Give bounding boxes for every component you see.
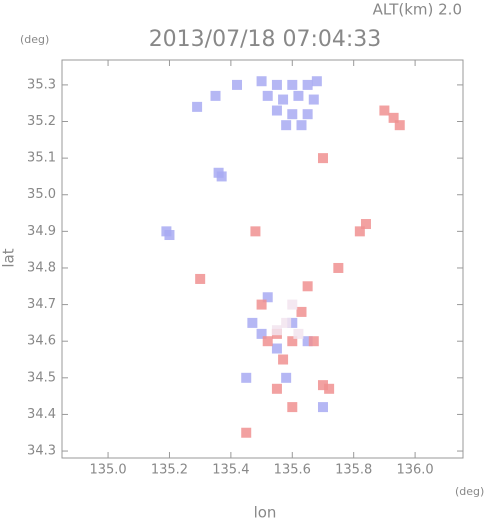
data-cell (287, 336, 298, 347)
data-cell (388, 112, 399, 123)
y-tick-label: 35.2 (27, 114, 56, 129)
data-cell (302, 109, 313, 120)
x-unit: (deg) (455, 485, 484, 498)
data-cell (192, 101, 203, 112)
data-cell (302, 79, 313, 90)
data-cell (241, 372, 252, 383)
data-cell (232, 79, 243, 90)
data-cell (271, 325, 282, 336)
x-tick-label: 135.2 (151, 463, 188, 478)
y-tick-label: 35.0 (27, 187, 56, 202)
y-tick-label: 34.8 (27, 260, 56, 275)
y-axis-label: lat (0, 248, 18, 267)
y-tick-label: 34.7 (27, 297, 56, 312)
x-tick-label: 135.8 (335, 463, 372, 478)
data-cell (302, 281, 313, 292)
y-tick-label: 35.3 (27, 77, 56, 92)
data-cell (302, 336, 313, 347)
data-cell (271, 343, 282, 354)
data-cell (317, 402, 328, 413)
y-tick-label: 35.1 (27, 151, 56, 166)
y-tick-label: 34.5 (27, 370, 56, 385)
data-cell (247, 317, 258, 328)
x-axis-label: lon (254, 504, 277, 521)
data-cell (210, 90, 221, 101)
data-cell (354, 226, 365, 237)
data-cell (317, 380, 328, 391)
data-cell (262, 336, 273, 347)
data-cell (287, 402, 298, 413)
data-cell (287, 109, 298, 120)
plot-frame (61, 59, 464, 459)
data-cell (271, 79, 282, 90)
data-cell (317, 153, 328, 164)
data-cell (241, 427, 252, 438)
x-tick-label: 136.0 (396, 463, 433, 478)
y-tick-label: 34.4 (27, 407, 56, 422)
data-cell (256, 76, 267, 87)
data-cell (296, 306, 307, 317)
data-cell (379, 105, 390, 116)
data-cell (271, 383, 282, 394)
data-cell (256, 299, 267, 310)
y-unit: (deg) (20, 33, 49, 46)
data-cell (262, 292, 273, 303)
data-cell (311, 76, 322, 87)
data-cell (195, 273, 206, 284)
data-cell (308, 336, 319, 347)
data-cell (281, 372, 292, 383)
data-cell (296, 120, 307, 131)
data-cell (262, 90, 273, 101)
data-cell (278, 354, 289, 365)
data-cell (394, 120, 405, 131)
data-cell (250, 226, 261, 237)
data-cell (281, 317, 292, 328)
chart-title: 2013/07/18 07:04:33 (149, 27, 382, 52)
data-cell (287, 317, 298, 328)
data-cell (281, 120, 292, 131)
data-cell (164, 230, 175, 241)
data-cell (333, 262, 344, 273)
data-cell (308, 94, 319, 105)
data-cell (324, 383, 335, 394)
y-tick-label: 34.6 (27, 334, 56, 349)
x-tick-label: 135.0 (89, 463, 126, 478)
data-cell (360, 219, 371, 230)
data-cell (278, 94, 289, 105)
data-cell (271, 105, 282, 116)
x-tick-label: 135.6 (274, 463, 311, 478)
data-cell (213, 167, 224, 178)
data-cell (287, 299, 298, 310)
y-tick-label: 34.9 (27, 224, 56, 239)
data-cell (293, 90, 304, 101)
data-cell (287, 79, 298, 90)
y-tick-label: 34.3 (27, 444, 56, 459)
annotation: ALT(km) 2.0 (373, 1, 462, 19)
x-tick-label: 135.4 (212, 463, 249, 478)
data-cell (256, 328, 267, 339)
data-cell (293, 328, 304, 339)
